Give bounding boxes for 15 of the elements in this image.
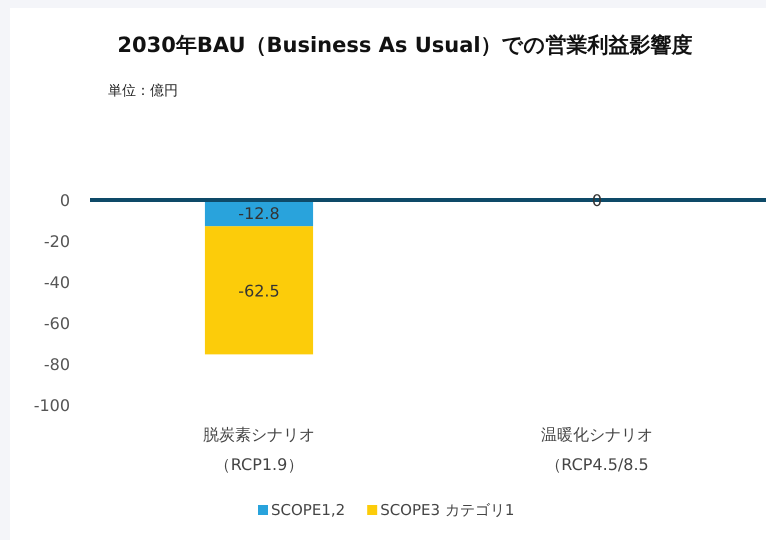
y-tick-label: -40 bbox=[44, 273, 70, 292]
chart-subtitle: 単位：億円 bbox=[108, 83, 178, 99]
x-tick-label: 温暖化シナリオ（RCP4.5/8.5 bbox=[540, 424, 654, 476]
y-tick-label: -20 bbox=[44, 232, 70, 251]
y-tick-label: -80 bbox=[44, 355, 70, 374]
legend-label: SCOPE3 カテゴリ1 bbox=[380, 501, 514, 519]
y-tick-label: 0 bbox=[60, 191, 70, 210]
data-label: 0 bbox=[592, 191, 602, 210]
data-label: -12.8 bbox=[238, 204, 280, 224]
y-tick-label: -100 bbox=[34, 396, 70, 415]
y-tick-label: -60 bbox=[44, 314, 70, 333]
legend-label: SCOPE1,2 bbox=[271, 501, 346, 519]
chart-title: 2030年BAU（Business As Usual）での営業利益影響度 bbox=[117, 33, 693, 57]
data-label: -62.5 bbox=[238, 281, 280, 300]
x-tick-label: 脱炭素シナリオ（RCP1.9） bbox=[202, 424, 316, 476]
